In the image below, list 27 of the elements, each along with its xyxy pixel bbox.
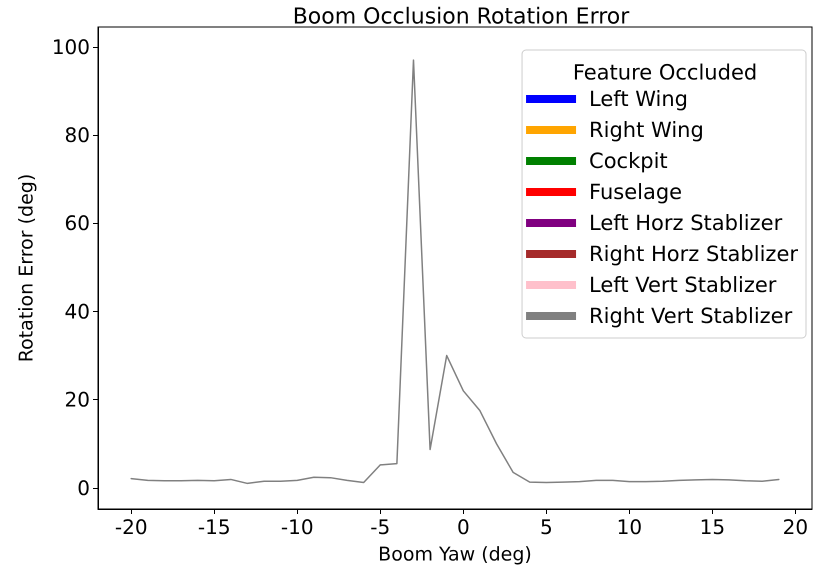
y-tick-label: 20: [64, 388, 90, 412]
x-tick-label: -10: [280, 515, 314, 539]
legend-label: Left Horz Stablizer: [589, 211, 783, 235]
y-tick-label: 80: [64, 123, 90, 148]
legend-label: Right Vert Stablizer: [589, 304, 793, 328]
legend-title: Feature Occluded: [572, 60, 758, 84]
y-axis-title: Rotation Error (deg): [16, 174, 38, 362]
legend-label: Cockpit: [589, 149, 668, 173]
x-tick-label: 20: [782, 515, 808, 539]
x-tick-label: 0: [456, 515, 470, 539]
x-tick-label: -5: [370, 515, 390, 539]
legend-label: Right Wing: [589, 118, 704, 142]
x-tick-label: 15: [700, 515, 726, 539]
y-tick-label: 0: [77, 476, 90, 500]
legend-label: Right Horz Stablizer: [589, 242, 798, 266]
legend-label: Left Wing: [589, 87, 688, 111]
y-tick-label: 40: [64, 299, 90, 324]
x-tick-label: 10: [616, 515, 642, 539]
x-tick-label: -20: [114, 515, 148, 539]
x-tick-label: -15: [198, 515, 231, 539]
legend-label: Fuselage: [589, 180, 682, 204]
x-tick-label: 5: [540, 515, 553, 539]
chart-title: Boom Occlusion Rotation Error: [292, 4, 630, 30]
y-tick-label: 100: [52, 34, 90, 59]
y-tick-label: 60: [64, 211, 90, 236]
legend-label: Left Vert Stablizer: [589, 273, 777, 297]
x-axis-title: Boom Yaw (deg): [378, 544, 532, 566]
